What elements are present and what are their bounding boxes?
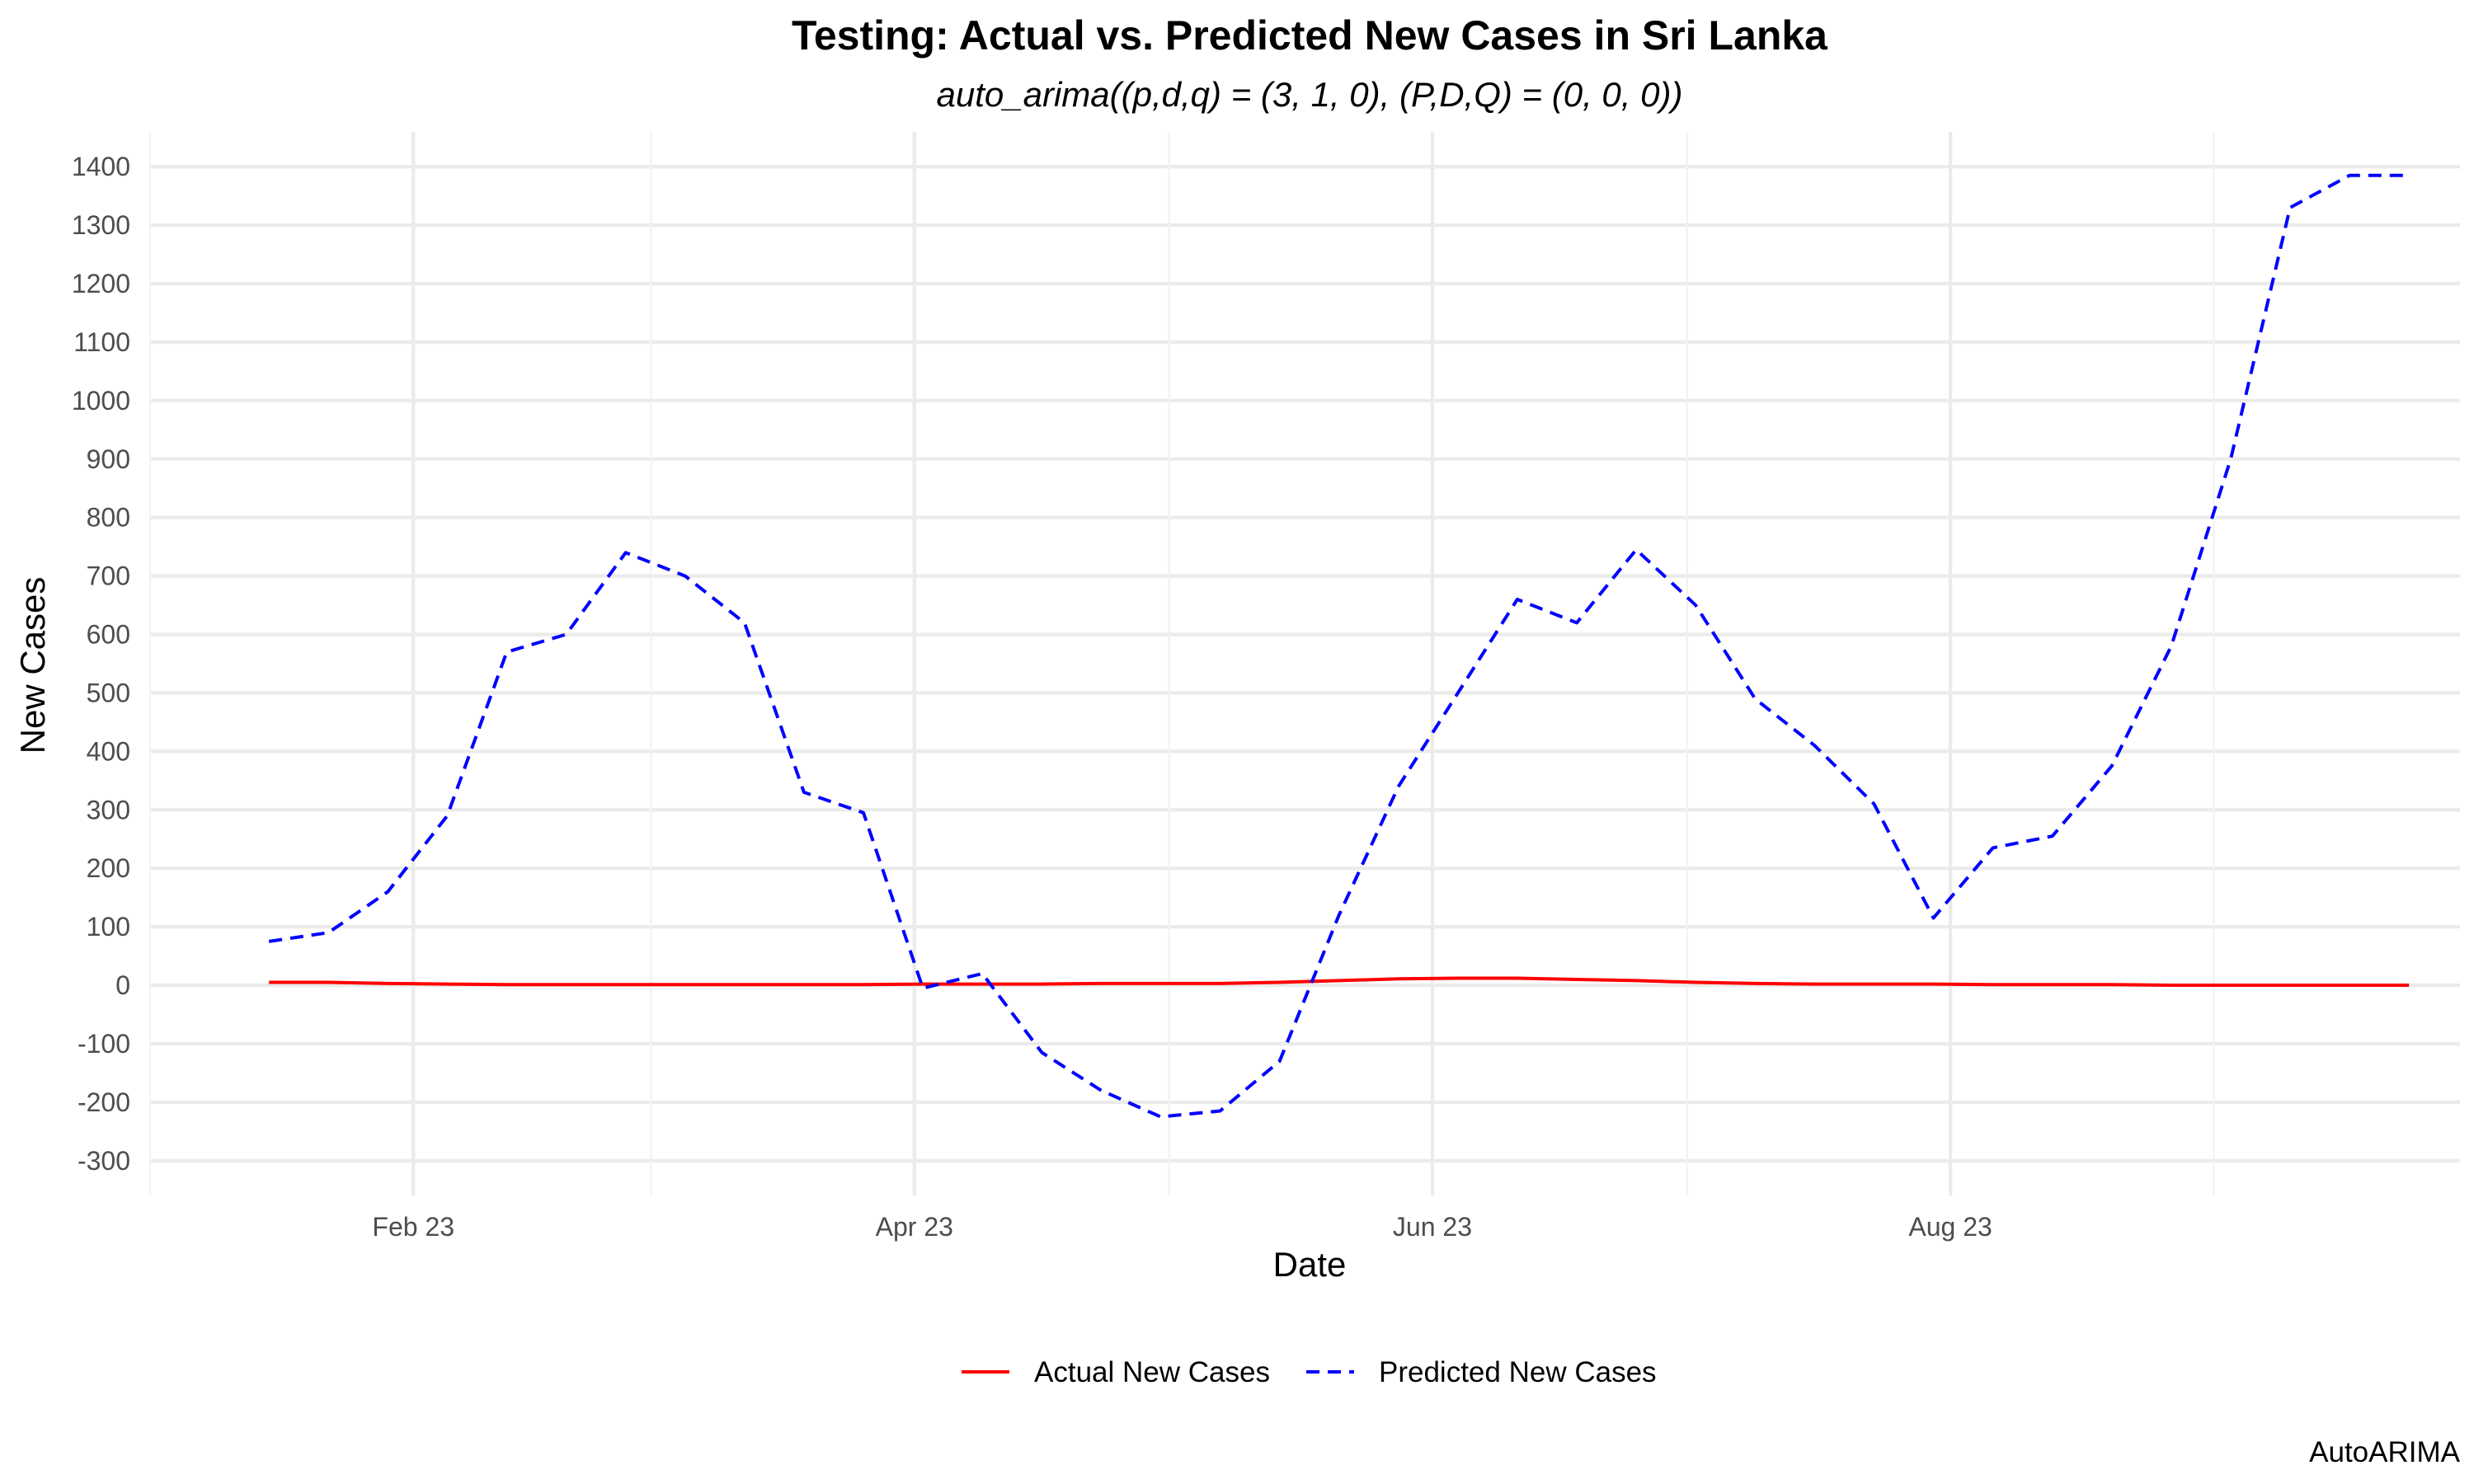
y-axis-label: New Cases xyxy=(13,577,52,754)
grid xyxy=(148,132,2460,1195)
chart-title: Testing: Actual vs. Predicted New Cases … xyxy=(792,12,1828,59)
x-axis-label: Date xyxy=(1273,1245,1347,1284)
y-tick-label: 300 xyxy=(87,795,130,824)
y-tick-label: 1100 xyxy=(73,327,130,357)
actual-new-cases-line xyxy=(269,976,2410,987)
y-tick-label: -100 xyxy=(78,1029,130,1059)
y-tick-label: 200 xyxy=(87,853,130,883)
y-tick-label: 1300 xyxy=(72,210,130,240)
predicted-new-cases-line xyxy=(268,173,2410,1119)
chart-subtitle: auto_arima((p,d,q) = (3, 1, 0), (P,D,Q) … xyxy=(937,75,1683,114)
plot-series xyxy=(268,173,2410,1119)
y-tick-label: 400 xyxy=(87,736,130,766)
y-tick-label: 1000 xyxy=(72,386,130,416)
x-tick-label: Aug 23 xyxy=(1908,1212,1992,1242)
legend: Actual New Cases Predicted New Cases xyxy=(962,1356,1657,1388)
x-axis-ticks: Feb 23 Apr 23 Jun 23 Aug 23 xyxy=(372,1212,1992,1242)
y-tick-label: 100 xyxy=(87,912,130,942)
y-tick-label: -200 xyxy=(78,1087,130,1117)
y-tick-label: 800 xyxy=(87,503,130,533)
y-tick-label: 600 xyxy=(87,620,130,650)
legend-label-predicted: Predicted New Cases xyxy=(1379,1356,1657,1388)
y-tick-label: 700 xyxy=(87,561,130,591)
x-tick-label: Apr 23 xyxy=(876,1212,953,1242)
chart-caption: AutoARIMA xyxy=(2309,1436,2460,1468)
y-tick-label: 0 xyxy=(115,970,130,1000)
y-tick-label: 900 xyxy=(87,444,130,474)
y-tick-label: 1400 xyxy=(72,152,130,181)
y-axis-ticks: -300 -200 -100 0 100 200 300 400 500 600 700 800 900… xyxy=(72,152,130,1176)
x-tick-label: Jun 23 xyxy=(1393,1212,1472,1242)
y-tick-label: 1200 xyxy=(72,269,130,298)
x-tick-label: Feb 23 xyxy=(372,1212,454,1242)
legend-label-actual: Actual New Cases xyxy=(1034,1356,1270,1388)
y-tick-label: -300 xyxy=(78,1146,130,1176)
y-tick-label: 500 xyxy=(87,678,130,707)
